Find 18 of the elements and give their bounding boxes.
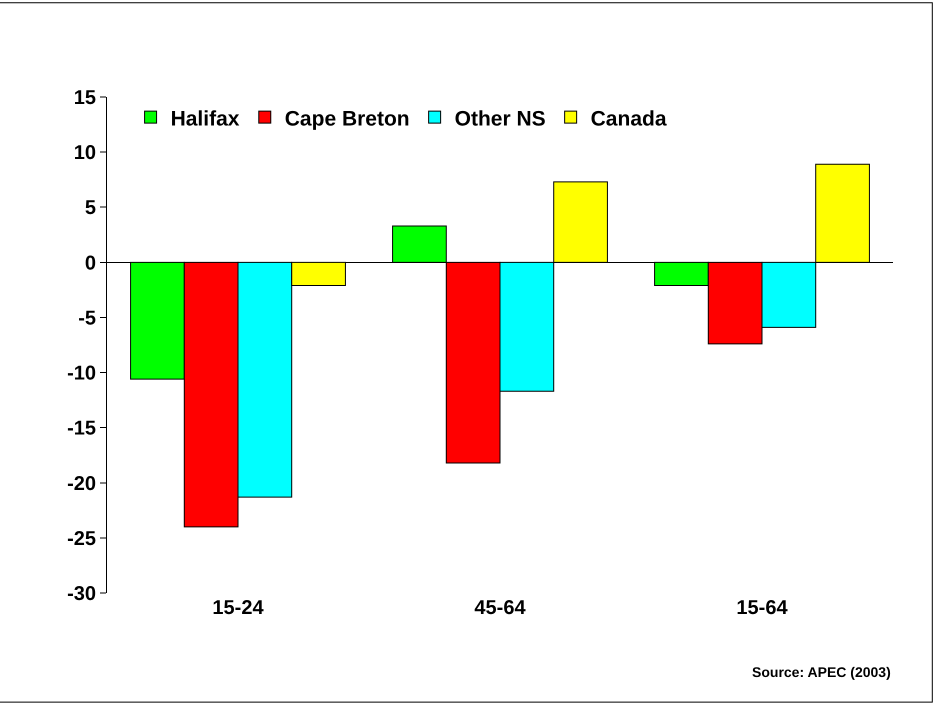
y-tick-label: -10 [67,362,96,385]
legend-label: Cape Breton [284,107,410,130]
y-tick-label: -5 [78,307,96,330]
legend-label: Halifax [170,107,240,130]
x-tick-label: 15-24 [212,597,264,619]
y-tick-label: 5 [84,197,96,220]
x-tick-label: 15-64 [736,597,788,619]
y-tick-label: -20 [67,472,96,495]
y-tick-label: 15 [74,87,96,109]
legend-label: Other NS [454,107,546,130]
x-tick-label: 45-64 [474,597,526,619]
y-tick-label: -30 [67,583,96,605]
source-note: Source: APEC (2003) [752,664,891,680]
legend-label: Canada [590,107,667,130]
y-tick-label: -15 [67,418,96,440]
y-tick-label: 10 [74,142,96,164]
y-tick-label: -25 [67,528,96,550]
y-tick-label: 0 [84,252,96,274]
